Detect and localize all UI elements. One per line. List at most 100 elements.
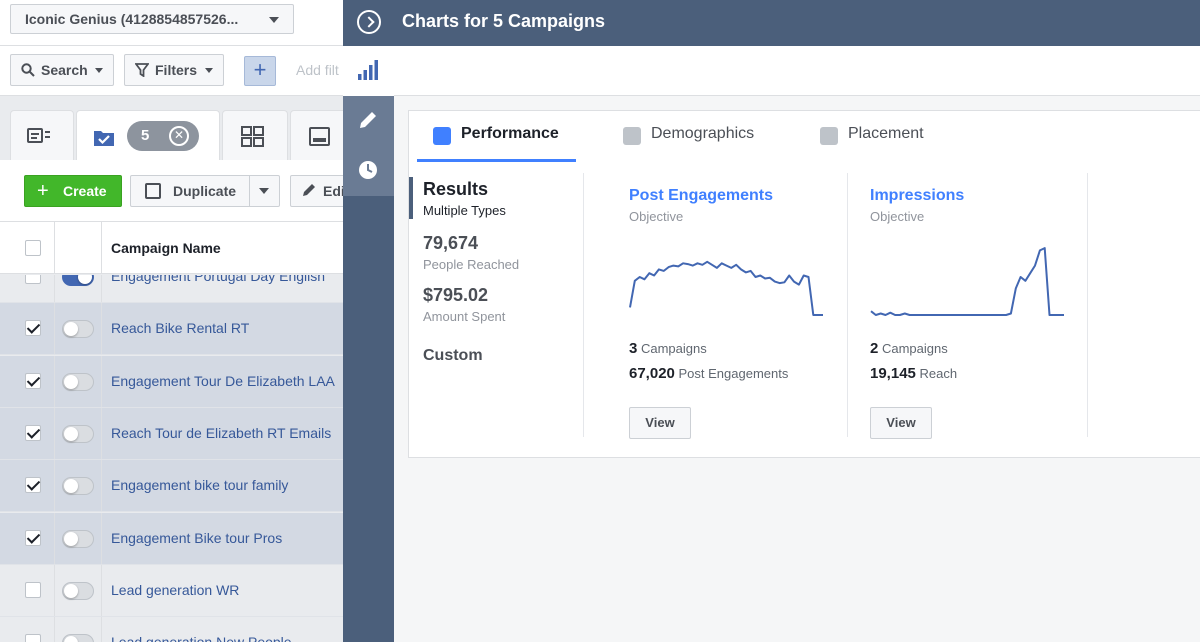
- campaign-name-link[interactable]: Reach Bike Rental RT: [111, 320, 250, 337]
- impressions-card: Impressions Objective 2 Campaigns 19,145…: [870, 185, 1110, 445]
- chevron-down-icon: [95, 68, 103, 73]
- select-all-checkbox[interactable]: [25, 240, 41, 256]
- post-engagements-sparkline: [629, 260, 823, 316]
- tab-demographics[interactable]: Demographics: [623, 125, 754, 147]
- tab-campaigns[interactable]: 5 ✕: [76, 110, 220, 160]
- create-label: Create: [63, 183, 107, 199]
- table-row[interactable]: Engagement Portugal Day English: [0, 275, 344, 303]
- row-checkbox[interactable]: [25, 424, 41, 441]
- search-label: Search: [41, 62, 88, 78]
- funnel-icon: [135, 63, 149, 77]
- sparkline-series: [629, 260, 823, 316]
- add-filter-input[interactable]: Add filt: [296, 62, 339, 78]
- tab-placement[interactable]: Placement: [820, 125, 924, 147]
- column-divider: [101, 355, 102, 407]
- campaign-status-toggle[interactable]: [62, 581, 94, 600]
- column-separator: [583, 173, 584, 437]
- table-row[interactable]: Reach Bike Rental RT: [0, 303, 344, 356]
- tab-performance[interactable]: Performance: [433, 125, 559, 147]
- duplicate-label: Duplicate: [173, 183, 237, 199]
- campaign-count-value: 3: [629, 340, 638, 357]
- filters-label: Filters: [155, 62, 198, 78]
- account-name: Iconic Genius (4128854857526...: [25, 11, 239, 27]
- account-bar: Iconic Genius (4128854857526...: [0, 0, 344, 46]
- row-checkbox[interactable]: [25, 320, 41, 337]
- campaign-status-toggle[interactable]: [62, 372, 94, 391]
- row-checkbox[interactable]: [25, 372, 41, 389]
- campaign-name-link[interactable]: Lead generation New People: [111, 634, 292, 642]
- clear-selection-icon[interactable]: ✕: [169, 126, 189, 146]
- column-divider: [54, 564, 55, 616]
- tab-account-overview[interactable]: [10, 110, 74, 160]
- table-row[interactable]: Reach Tour de Elizabeth RT Emails: [0, 407, 344, 460]
- metric-title[interactable]: Post Engagements: [629, 187, 774, 204]
- row-checkbox[interactable]: [25, 477, 41, 494]
- table-row[interactable]: Lead generation WR: [0, 564, 344, 617]
- view-button[interactable]: View: [629, 407, 691, 439]
- column-divider: [54, 222, 55, 273]
- campaign-name-link[interactable]: Engagement Portugal Day English: [111, 275, 326, 284]
- row-checkbox[interactable]: [25, 581, 41, 598]
- column-divider: [54, 275, 55, 302]
- row-checkbox[interactable]: [25, 634, 41, 642]
- campaign-status-toggle[interactable]: [62, 529, 94, 548]
- pencil-icon: [360, 112, 376, 128]
- campaign-status-toggle[interactable]: [62, 275, 94, 286]
- campaign-name-link[interactable]: Engagement Bike tour Pros: [111, 529, 283, 546]
- tab-ad-sets[interactable]: [222, 110, 288, 160]
- charts-rail-button[interactable]: [343, 46, 394, 96]
- collapse-panel-icon[interactable]: [357, 10, 381, 34]
- column-separator: [847, 173, 848, 437]
- column-divider: [101, 407, 102, 459]
- view-button[interactable]: View: [870, 407, 932, 439]
- metric-total-value: 67,020: [629, 365, 675, 382]
- add-filter-plus-button[interactable]: +: [244, 56, 276, 86]
- row-checkbox[interactable]: [25, 275, 41, 284]
- table-row[interactable]: Engagement Bike tour Pros: [0, 512, 344, 565]
- results-title[interactable]: Results: [423, 179, 489, 199]
- custom-results-link[interactable]: Custom: [423, 347, 483, 364]
- view-tabs: 5 ✕: [0, 96, 344, 160]
- campaign-name-link[interactable]: Engagement bike tour family: [111, 477, 289, 494]
- performance-icon: [433, 127, 451, 145]
- chevron-down-icon: [259, 188, 269, 194]
- filters-button[interactable]: Filters: [124, 54, 224, 86]
- column-divider: [54, 460, 55, 512]
- tab-placement-label: Placement: [848, 125, 924, 142]
- create-button[interactable]: + Create: [24, 175, 122, 207]
- bar-chart-icon: [358, 60, 378, 80]
- people-reached-value: 79,674: [423, 233, 479, 253]
- campaign-status-toggle[interactable]: [62, 477, 94, 496]
- campaign-toolbar: + Create Duplicate Edit: [0, 160, 344, 222]
- campaign-name-link[interactable]: Engagement Tour De Elizabeth LAA: [111, 372, 335, 389]
- campaign-name-header[interactable]: Campaign Name: [111, 240, 221, 256]
- campaign-status-toggle[interactable]: [62, 634, 94, 642]
- table-row[interactable]: Lead generation New People: [0, 617, 344, 642]
- metric-subtitle: Objective: [629, 209, 684, 224]
- campaign-name-link[interactable]: Reach Tour de Elizabeth RT Emails: [111, 424, 332, 441]
- tab-ads[interactable]: [290, 110, 344, 160]
- selected-count-badge[interactable]: 5 ✕: [127, 121, 199, 151]
- column-divider: [101, 512, 102, 564]
- metric-title[interactable]: Impressions: [870, 187, 965, 204]
- amount-spent-value: $795.02: [423, 285, 489, 305]
- search-button[interactable]: Search: [10, 54, 114, 86]
- charts-panel-header: Charts for 5 Campaigns: [343, 0, 1200, 46]
- table-row[interactable]: Engagement Tour De Elizabeth LAA: [0, 355, 344, 408]
- panel-side-rail: [343, 46, 394, 642]
- post-engagements-card: Post Engagements Objective 3 Campaigns 6…: [629, 185, 869, 445]
- results-subtitle: Multiple Types: [423, 203, 506, 218]
- account-selector[interactable]: Iconic Genius (4128854857526...: [10, 4, 294, 34]
- history-rail-button[interactable]: [343, 146, 394, 196]
- campaign-status-toggle[interactable]: [62, 320, 94, 339]
- edit-rail-button[interactable]: [343, 96, 394, 146]
- row-checkbox[interactable]: [25, 529, 41, 546]
- duplicate-dropdown[interactable]: [249, 176, 279, 206]
- campaign-status-toggle[interactable]: [62, 424, 94, 443]
- duplicate-button[interactable]: Duplicate: [130, 175, 280, 207]
- plus-icon: +: [37, 180, 49, 202]
- column-divider: [101, 564, 102, 616]
- campaign-name-link[interactable]: Lead generation WR: [111, 581, 240, 598]
- table-row[interactable]: Engagement bike tour family: [0, 460, 344, 513]
- edit-button[interactable]: Edit: [290, 175, 344, 207]
